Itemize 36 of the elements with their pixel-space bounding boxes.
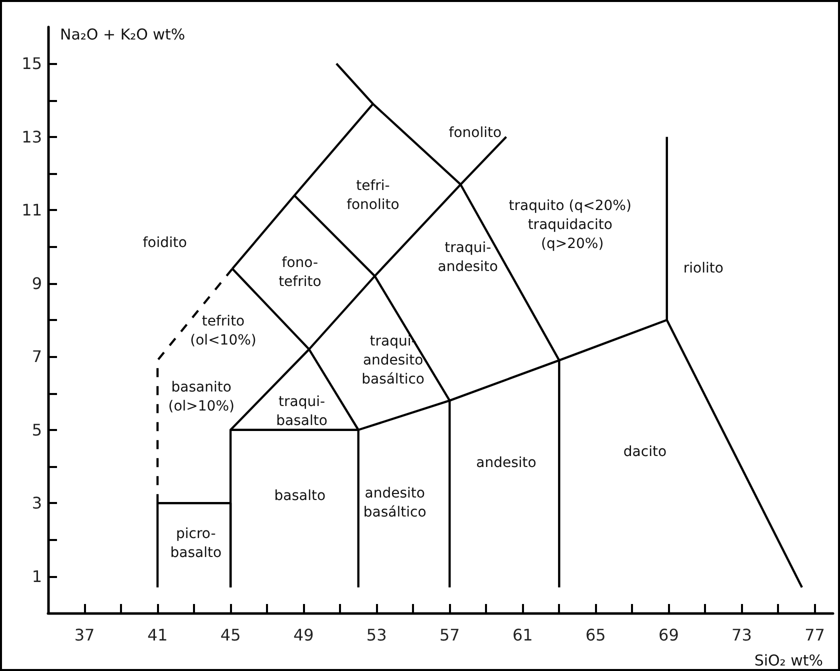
x-tick-label: 49 [293,626,314,644]
annotation: tefrito (ol<10%) [190,313,256,348]
x-tick-label: 53 [366,626,387,644]
x-tick-label: 69 [658,626,679,644]
x-tick-label: 57 [439,626,460,644]
y-tick-label: 5 [32,420,42,440]
annotation: picro- basalto [170,526,222,561]
x-tick-label: 65 [585,626,606,644]
x-tick-label: 37 [74,626,95,644]
y-tick-label: 11 [22,200,42,220]
annotation: basanito (ol>10%) [168,379,234,414]
y-tick-label: 3 [32,494,42,513]
annotation: basalto [274,488,326,504]
x-tick-label: 61 [512,626,533,644]
annotation: andesito [476,454,536,471]
annotation: foidito [142,235,187,252]
x-tick-label: 73 [732,626,752,644]
x-tick-label: 41 [147,626,168,644]
annotation: dacito [623,444,667,460]
annotation: riolito [683,260,724,277]
annotation: tefri- fonolito [346,178,400,213]
y-axis-title: Na₂O + K₂O wt% [60,26,186,44]
y-tick-label: 1 [32,566,42,586]
y-tick-label: 15 [22,54,42,74]
x-axis-title: SiO₂ wt% [754,652,823,670]
annotation: traqui- basalto [276,394,328,430]
annotation: fono- tefrito [278,254,322,290]
y-tick-label: 9 [32,274,42,293]
x-tick-label: 77 [804,626,825,644]
y-tick-label: 7 [32,347,42,366]
y-tick-label: 13 [22,127,42,146]
annotation: andesito basáltico [363,486,426,521]
x-tick-label: 45 [220,626,241,644]
annotation: fonolito [448,125,502,142]
annotation: traqui- andesito [438,240,498,276]
annotation: traquito (q<20%) traquidacito (q>20%) [508,198,632,252]
